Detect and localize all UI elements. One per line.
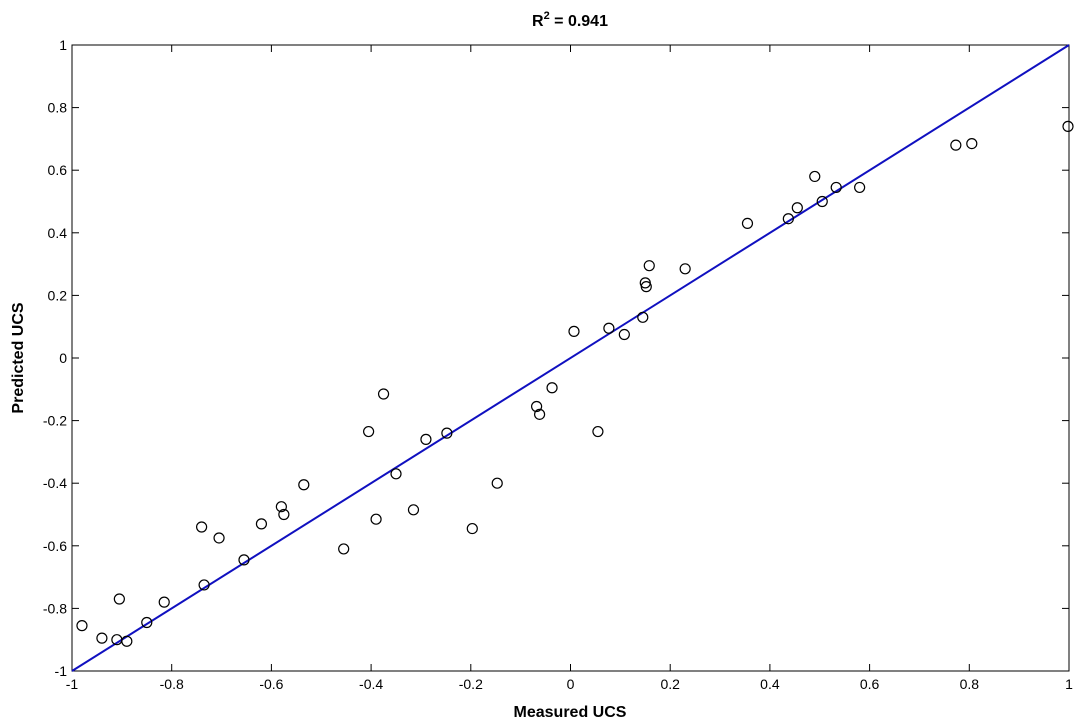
y-tick-label: -0.2 (43, 413, 67, 429)
x-tick-label: -1 (66, 676, 79, 692)
data-point (377, 388, 390, 400)
x-tick-label: -0.2 (459, 676, 483, 692)
data-point (213, 532, 225, 544)
data-point (198, 579, 210, 591)
data-point (679, 263, 691, 275)
data-point (141, 616, 153, 629)
data-point (113, 593, 125, 605)
data-point (121, 635, 133, 647)
data-point (546, 382, 558, 394)
data-point (390, 468, 402, 480)
data-point (491, 477, 503, 489)
x-tick-label: 0.6 (860, 676, 880, 692)
data-point (275, 501, 287, 513)
y-tick-label: 0.8 (48, 100, 68, 116)
y-tick-label: -0.8 (43, 600, 67, 616)
y-tick-label: 0.4 (48, 225, 68, 241)
data-point (592, 425, 604, 438)
data-point (830, 181, 842, 194)
y-tick-label: -0.6 (43, 538, 67, 554)
data-point (76, 620, 88, 632)
data-point (441, 427, 453, 439)
data-point (466, 522, 478, 535)
x-tick-label: -0.8 (160, 676, 184, 692)
data-point (363, 425, 375, 438)
x-tick-label: -0.6 (259, 676, 283, 692)
scatter-points (76, 120, 1074, 647)
data-point (643, 260, 655, 272)
y-axis-ticks: -1 -0.8 -0.6 -0.4 -0.2 0 0.2 0.4 0.6 0.8 1 (43, 37, 1069, 679)
x-axis-label: Measured UCS (514, 704, 627, 721)
data-point (854, 181, 866, 194)
x-tick-label: 0.4 (760, 676, 780, 692)
data-point (255, 518, 268, 530)
data-point (809, 170, 821, 183)
chart-title: R2 = 0.941 (532, 10, 608, 30)
y-tick-label: 0.6 (48, 162, 68, 178)
data-point (338, 543, 350, 555)
data-point (158, 596, 170, 608)
data-point (640, 281, 652, 293)
fit-line (71, 44, 1070, 672)
data-point (568, 325, 580, 337)
data-point (637, 311, 649, 323)
data-point (420, 433, 432, 445)
y-tick-label: 1 (59, 37, 67, 53)
data-point (1062, 120, 1074, 132)
data-point (298, 479, 310, 491)
y-tick-label: 0.2 (48, 287, 68, 303)
x-tick-label: 0 (567, 676, 575, 692)
data-point (966, 137, 978, 150)
data-point (950, 139, 962, 151)
y-tick-label: -0.4 (43, 475, 67, 491)
x-tick-label: 0.8 (960, 676, 980, 692)
x-tick-label: 0.2 (660, 676, 680, 692)
data-point (741, 217, 754, 230)
data-point (370, 513, 382, 525)
data-point (96, 632, 108, 644)
y-tick-label: 0 (59, 350, 67, 366)
data-point (531, 400, 543, 413)
y-tick-label: -1 (55, 663, 68, 679)
x-axis-ticks: -1 -0.8 -0.6 -0.4 -0.2 0 0.2 0.4 0.6 0.8 1 (66, 45, 1073, 692)
data-point (816, 195, 828, 208)
x-tick-label: -0.4 (359, 676, 383, 692)
y-axis-label: Predicted UCS (10, 302, 27, 413)
data-point (238, 554, 250, 566)
data-point (782, 213, 794, 225)
data-point (278, 508, 290, 521)
data-point (533, 408, 546, 420)
data-point (407, 504, 420, 516)
data-point (618, 328, 630, 341)
x-tick-label: 1 (1065, 676, 1073, 692)
data-point (791, 202, 803, 214)
data-point (196, 521, 208, 533)
data-point (603, 322, 615, 334)
